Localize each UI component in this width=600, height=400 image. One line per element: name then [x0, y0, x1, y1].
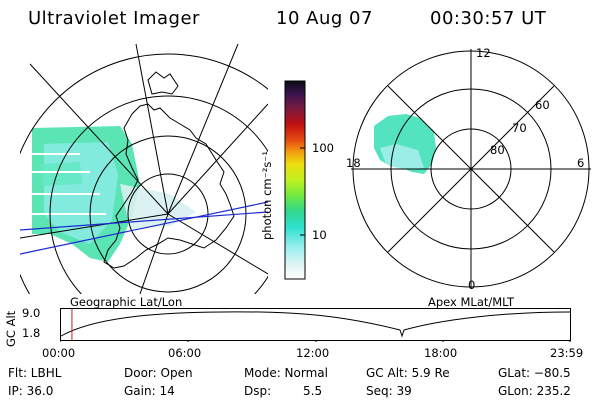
timeline-x-label-0: 00:00	[42, 346, 76, 360]
timeline-x-label-4: 23:59	[550, 346, 584, 360]
mlt-label-18: 18	[346, 156, 361, 170]
mlat-label-80: 80	[490, 143, 505, 157]
filter-info: Flt: LBHL	[8, 366, 62, 380]
colorbar-tick-100: 100	[312, 141, 334, 155]
dsp-value: 5.5	[303, 384, 323, 398]
glon-info: GLon: 235.2	[498, 384, 571, 398]
orbit-altitude-curve	[60, 311, 571, 338]
timeline-y-min: 1.8	[22, 326, 41, 340]
mlt-label-6: 6	[577, 156, 585, 170]
terminator-lines	[20, 201, 268, 255]
meridian-lines	[20, 44, 268, 294]
geographic-map	[20, 44, 268, 294]
colorbar-tick-10: 10	[312, 228, 327, 242]
seq-info: Seq: 39	[366, 384, 412, 398]
polar-grid	[351, 49, 591, 289]
glat-info: GLat: −80.5	[498, 366, 571, 380]
timeline-ticks	[60, 341, 571, 342]
timeline-x-label-1: 06:00	[168, 346, 202, 360]
date-label: 10 Aug 07	[276, 8, 373, 29]
coastline	[103, 103, 235, 269]
dsp-info: Dsp:	[244, 384, 272, 398]
ip-info: IP: 36.0	[8, 384, 54, 398]
timeline-x-label-3: 18:00	[424, 346, 458, 360]
app-title: Ultraviolet Imager	[28, 8, 200, 29]
timeline-x-label-2: 12:00	[296, 346, 330, 360]
timeline-y-max: 9.0	[22, 306, 41, 320]
mode-info: Mode: Normal	[244, 366, 328, 380]
colorbar	[284, 80, 306, 280]
mlat-label-70: 70	[512, 121, 527, 135]
left-map-caption: Geographic Lat/Lon	[70, 295, 183, 309]
gain-info: Gain: 14	[124, 384, 175, 398]
latitude-circles	[20, 53, 268, 294]
magnetic-polar-plot	[351, 49, 591, 289]
door-info: Door: Open	[124, 366, 193, 380]
gc-alt-info: GC Alt: 5.9 Re	[366, 366, 450, 380]
timeline-axis-label: GC Alt	[4, 310, 18, 347]
right-map-caption: Apex MLat/MLT	[428, 295, 515, 309]
mlat-label-60: 60	[535, 98, 550, 112]
time-label: 00:30:57 UT	[430, 8, 547, 29]
colorbar-unit-label: photon cm⁻²s⁻¹	[260, 151, 274, 240]
mlt-label-12: 12	[476, 46, 491, 60]
orbit-altitude-plot	[60, 308, 571, 342]
mlt-label-0: 0	[468, 278, 476, 292]
aurora-emission-left	[32, 126, 196, 262]
